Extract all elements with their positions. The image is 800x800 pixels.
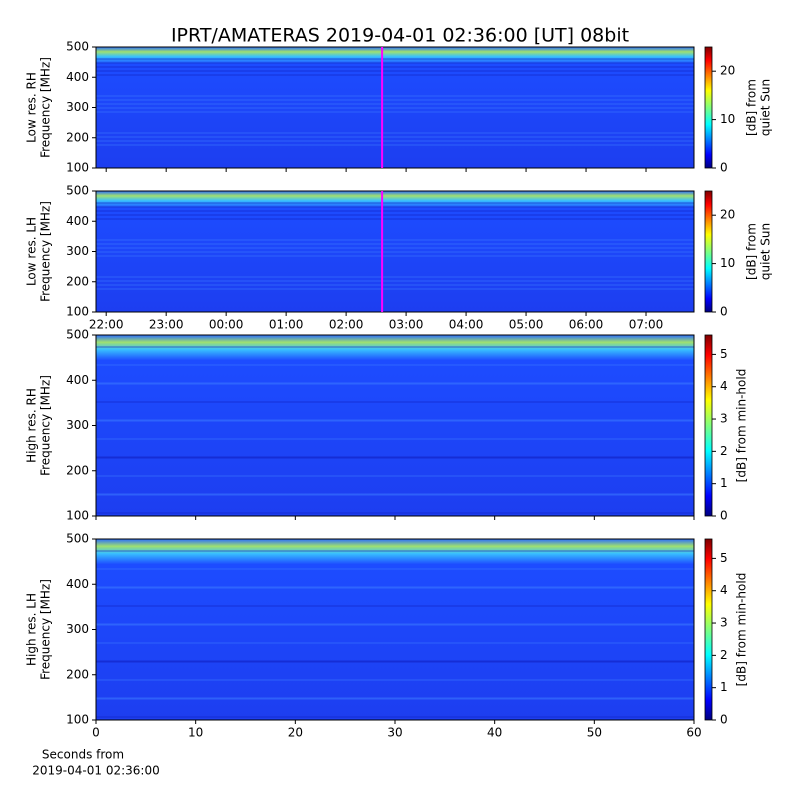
x-tick-label: 02:00 <box>329 318 364 332</box>
y-tick-label: 300 <box>66 100 89 114</box>
y-tick-label: 300 <box>66 244 89 258</box>
colorbar-tick-label: 4 <box>720 379 728 393</box>
colorbar-label: [dB] from min-hold <box>735 573 749 687</box>
y-tick-label: 400 <box>66 70 89 84</box>
y-tick-label: 500 <box>66 40 89 54</box>
y-tick-label: 100 <box>66 713 89 727</box>
y-tick-label: 300 <box>66 622 89 636</box>
colorbar-tick-label: 4 <box>720 583 728 597</box>
y-axis-label: High res. LH <box>25 593 39 666</box>
y-tick-label: 200 <box>66 463 89 477</box>
colorbar-tick-label: 2 <box>720 648 728 662</box>
colorbar-tick-label: 5 <box>720 551 728 565</box>
y-tick-label: 100 <box>66 509 89 523</box>
colorbar <box>704 538 713 721</box>
colorbar-tick-label: 1 <box>720 476 728 490</box>
x-tick-label: 00:00 <box>209 318 244 332</box>
y-tick-label: 300 <box>66 418 89 432</box>
colorbar-label: [dB] from min-hold <box>735 369 749 483</box>
y-axis-label: High res. RH <box>25 388 39 463</box>
x-tick-label: 40 <box>487 726 502 740</box>
colorbar-tick-label: 0 <box>720 713 728 727</box>
x-axis-label: Seconds from <box>42 748 124 762</box>
y-tick-label: 200 <box>66 130 89 144</box>
colorbar-tick-label: 20 <box>720 64 735 78</box>
x-tick-label: 01:00 <box>269 318 304 332</box>
spectrogram <box>96 335 694 516</box>
y-axis-label: Low res. RH <box>25 72 39 143</box>
colorbar <box>704 190 713 313</box>
y-axis-label: Frequency [MHz] <box>39 375 53 476</box>
x-tick-label: 50 <box>587 726 602 740</box>
colorbar-label: [dB] from <box>745 223 759 280</box>
x-tick-label: 06:00 <box>569 318 604 332</box>
x-tick-label: 0 <box>92 726 100 740</box>
x-tick-label: 07:00 <box>629 318 664 332</box>
y-tick-label: 500 <box>66 532 89 546</box>
x-tick-label: 60 <box>686 726 701 740</box>
x-tick-label: 10 <box>188 726 203 740</box>
y-tick-label: 400 <box>66 577 89 591</box>
figure-title: IPRT/AMATERAS 2019-04-01 02:36:00 [UT] 0… <box>171 25 629 47</box>
x-tick-label: 04:00 <box>449 318 484 332</box>
colorbar-tick-label: 20 <box>720 208 735 222</box>
colorbar <box>704 46 713 169</box>
y-axis-label: Low res. LH <box>25 217 39 286</box>
colorbar-tick-label: 0 <box>720 161 728 175</box>
y-tick-label: 400 <box>66 214 89 228</box>
x-tick-label: 23:00 <box>149 318 184 332</box>
y-tick-label: 200 <box>66 274 89 288</box>
colorbar-label: quiet Sun <box>759 223 773 280</box>
y-tick-label: 500 <box>66 328 89 342</box>
colorbar-tick-label: 3 <box>720 412 728 426</box>
colorbar-tick-label: 10 <box>720 112 735 126</box>
y-tick-label: 400 <box>66 373 89 387</box>
colorbar-tick-label: 2 <box>720 444 728 458</box>
x-tick-label: 30 <box>387 726 402 740</box>
spectrogram <box>96 539 694 720</box>
x-tick-label: 03:00 <box>389 318 424 332</box>
x-tick-label: 22:00 <box>89 318 124 332</box>
y-tick-label: 100 <box>66 305 89 319</box>
x-axis-label: 2019-04-01 02:36:00 <box>32 764 159 778</box>
colorbar-tick-label: 5 <box>720 347 728 361</box>
y-tick-label: 500 <box>66 184 89 198</box>
y-tick-label: 100 <box>66 161 89 175</box>
x-tick-label: 20 <box>288 726 303 740</box>
colorbar-tick-label: 0 <box>720 509 728 523</box>
colorbar-tick-label: 10 <box>720 256 735 270</box>
y-axis-label: Frequency [MHz] <box>39 57 53 158</box>
y-axis-label: Frequency [MHz] <box>39 579 53 680</box>
y-axis-label: Frequency [MHz] <box>39 201 53 302</box>
colorbar-label: quiet Sun <box>759 79 773 136</box>
colorbar <box>704 334 713 517</box>
colorbar-tick-label: 0 <box>720 305 728 319</box>
x-tick-label: 05:00 <box>509 318 544 332</box>
colorbar-tick-label: 1 <box>720 680 728 694</box>
colorbar-label: [dB] from <box>745 79 759 136</box>
y-tick-label: 200 <box>66 667 89 681</box>
colorbar-tick-label: 3 <box>720 616 728 630</box>
